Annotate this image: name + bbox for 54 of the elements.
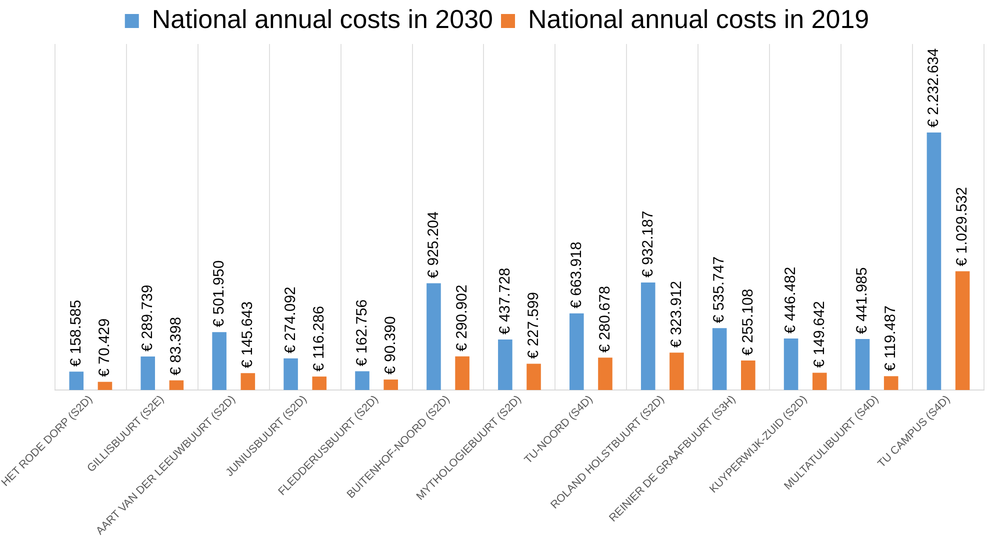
bar	[640, 282, 656, 390]
data-label: € 446.482	[782, 266, 800, 334]
data-label: € 158.585	[68, 300, 85, 367]
legend-label: National annual costs in 2019	[528, 4, 870, 34]
bar	[240, 373, 256, 390]
data-label: € 90.390	[382, 316, 399, 375]
data-label: € 255.108	[739, 288, 756, 356]
bar	[570, 313, 584, 390]
data-label: € 70.429	[96, 318, 114, 377]
data-label: € 280.678	[596, 286, 614, 353]
bar	[812, 372, 827, 390]
data-label: € 227.599	[524, 292, 542, 359]
bar	[426, 283, 441, 390]
bar	[926, 132, 942, 390]
data-label: € 663.918	[568, 242, 585, 308]
data-label: € 441.985	[854, 267, 871, 334]
data-label: € 290.902	[453, 284, 470, 352]
bar	[955, 271, 970, 390]
bar	[355, 371, 370, 390]
data-label: € 149.642	[810, 300, 828, 368]
bar	[712, 328, 727, 390]
data-label: € 535.747	[710, 256, 728, 324]
bar	[884, 376, 898, 390]
bar	[598, 358, 612, 390]
bar	[855, 338, 870, 390]
data-label: € 2.232.634	[925, 48, 942, 128]
bar	[312, 376, 327, 390]
data-label: € 119.487	[882, 306, 900, 372]
data-label: € 437.728	[496, 268, 514, 334]
data-label: € 925.204	[424, 212, 442, 278]
data-label: € 145.643	[239, 301, 256, 368]
bar	[140, 356, 155, 390]
data-label: € 1.029.532	[954, 186, 971, 266]
data-label: € 501.950	[210, 260, 228, 328]
bar	[169, 380, 184, 390]
bar	[526, 364, 541, 390]
bar	[784, 338, 798, 390]
bar	[212, 332, 226, 390]
bar	[284, 358, 298, 390]
bar	[98, 382, 112, 390]
bar	[455, 356, 470, 390]
data-label: € 932.187	[639, 210, 656, 278]
bar	[384, 380, 398, 390]
data-label: € 323.912	[668, 280, 685, 348]
data-label: € 116.286	[310, 306, 328, 372]
legend-label: National annual costs in 2030	[152, 4, 493, 34]
data-label: € 83.398	[168, 316, 185, 376]
data-label: € 289.739	[138, 284, 156, 352]
bar	[741, 360, 756, 390]
data-label: € 274.092	[282, 286, 299, 354]
bar	[670, 352, 684, 390]
bar	[69, 372, 84, 390]
bar	[498, 339, 512, 390]
data-label: € 162.756	[353, 299, 370, 366]
